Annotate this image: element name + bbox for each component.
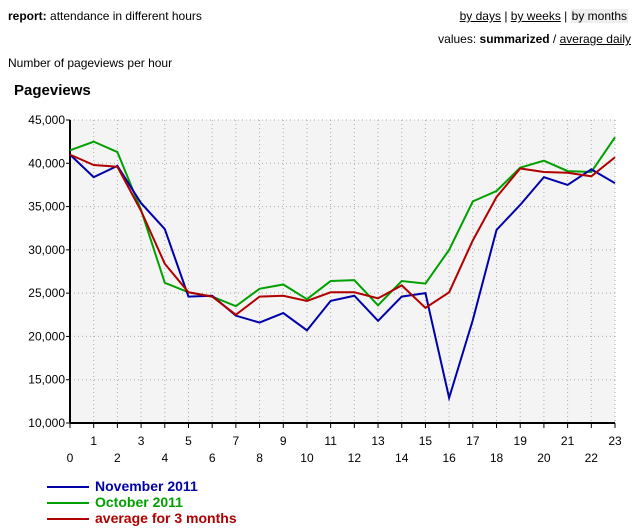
x-tick-label: 3: [138, 434, 145, 448]
plot-area: [70, 120, 615, 423]
x-tick-label: 21: [561, 434, 575, 448]
by-days-link[interactable]: by days: [459, 9, 501, 23]
x-tick-label: 20: [537, 451, 551, 465]
by-months-selected: by months: [570, 9, 628, 23]
period-nav: by days | by weeks | by months: [460, 9, 628, 23]
x-tick-label: 4: [161, 451, 168, 465]
y-tick-label: 30,000: [28, 243, 65, 257]
x-tick-label: 10: [300, 451, 314, 465]
series-line-october-2011: [69, 136, 616, 308]
x-tick-label: 17: [466, 434, 480, 448]
values-toggle: values: summarized / average daily: [438, 32, 631, 46]
chart-title: Pageviews: [14, 82, 91, 99]
series-line-november-2011: [69, 153, 616, 402]
y-tick-label: 25,000: [28, 286, 65, 300]
x-tick-label: 2: [114, 451, 121, 465]
report-title: attendance in different hours: [50, 9, 202, 23]
legend-label: November 2011: [95, 478, 198, 494]
x-tick-label: 8: [256, 451, 263, 465]
y-tick-label: 15,000: [28, 373, 65, 387]
x-tick-label: 7: [233, 434, 240, 448]
by-weeks-link[interactable]: by weeks: [510, 9, 561, 23]
x-tick-label: 13: [371, 434, 385, 448]
average-daily-link[interactable]: average daily: [559, 32, 631, 46]
x-tick-label: 6: [209, 451, 216, 465]
y-tick-label: 10,000: [28, 416, 65, 430]
legend-label: average for 3 months: [95, 510, 237, 526]
x-tick-label: 22: [585, 451, 599, 465]
x-tick-label: 11: [324, 434, 337, 448]
x-tick-label: 0: [67, 451, 74, 465]
separator: |: [504, 9, 508, 23]
separator: /: [552, 32, 557, 46]
values-label: values:: [438, 32, 477, 46]
x-tick-label: 9: [280, 434, 287, 448]
y-tick-label: 45,000: [28, 113, 65, 127]
x-tick-label: 16: [442, 451, 456, 465]
series-line-average-for-3-months: [69, 153, 616, 317]
x-tick-label: 23: [608, 434, 622, 448]
x-tick-label: 15: [419, 434, 433, 448]
y-tick-label: 35,000: [28, 200, 65, 214]
separator: |: [564, 9, 568, 23]
y-tick-label: 40,000: [28, 156, 65, 170]
chart-subtitle: Number of pageviews per hour: [8, 56, 173, 70]
x-tick-label: 18: [490, 451, 504, 465]
x-tick-label: 12: [348, 451, 362, 465]
legend-label: October 2011: [95, 494, 183, 510]
x-tick-label: 5: [185, 434, 192, 448]
x-tick-label: 19: [514, 434, 528, 448]
x-tick-label: 14: [395, 451, 409, 465]
y-tick-label: 20,000: [28, 329, 65, 343]
report-label: report:: [8, 9, 47, 23]
report-heading: report: attendance in different hours: [8, 9, 202, 23]
x-tick-label: 1: [90, 434, 97, 448]
values-summarized: summarized: [479, 32, 550, 46]
